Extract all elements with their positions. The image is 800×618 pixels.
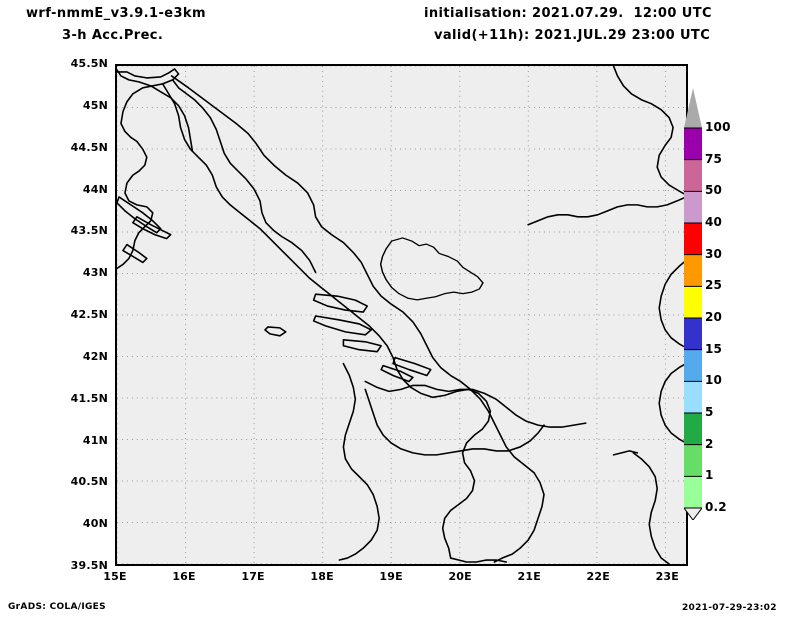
colorbar-tick-label: 40 <box>705 215 723 229</box>
colorbar-band <box>684 381 702 414</box>
colorbar-band <box>684 349 702 382</box>
x-axis-tick-label: 23E <box>655 570 679 583</box>
coastline-and-border-paths <box>117 66 686 564</box>
y-axis-tick-label: 42N <box>82 349 108 363</box>
x-axis-tick-label: 19E <box>379 570 403 583</box>
colorbar-band <box>684 444 702 477</box>
colorbar-tick-label: 0.2 <box>705 500 727 514</box>
colorbar-band <box>684 223 702 256</box>
field-title: 3-h Acc.Prec. <box>62 28 164 43</box>
colorbar-over-arrow <box>684 88 702 128</box>
y-axis-tick-label: 45N <box>82 98 108 112</box>
colorbar-band <box>684 254 702 287</box>
colorbar-tick-label: 1 <box>705 468 714 483</box>
y-axis-tick-label: 40N <box>82 517 108 531</box>
colorbar-tick-label: 75 <box>705 151 723 166</box>
colorbar-tick-label: 25 <box>705 278 723 293</box>
colorbar-tick-label: 30 <box>705 246 723 261</box>
map-gridlines <box>117 66 686 564</box>
x-axis-tick-label: 20E <box>448 570 472 583</box>
y-axis-tick-label: 44N <box>82 182 108 196</box>
x-axis-tick-label: 17E <box>241 570 265 583</box>
colorbar-under-arrow <box>684 507 702 520</box>
colorbar-labels: 100 75 50 40 30 25 20 15 10 5 2 1 0.2 <box>705 0 765 618</box>
colorbar-tick-label: 50 <box>705 183 723 198</box>
y-axis-tick-label: 44.5N <box>70 140 108 154</box>
colorbar-band <box>684 159 702 192</box>
x-axis-tick-label: 21E <box>517 570 541 583</box>
colorbar-band <box>684 476 702 509</box>
colorbar <box>684 88 702 520</box>
colorbar-band <box>684 191 702 224</box>
map-plot-area <box>115 64 688 566</box>
initialisation-time: initialisation: 2021.07.29. 12:00 UTC <box>424 6 712 21</box>
x-axis-tick-label: 22E <box>586 570 610 583</box>
colorbar-band <box>684 413 702 446</box>
y-axis-tick-label: 45.5N <box>70 57 108 70</box>
y-axis-tick-label: 41N <box>82 433 108 447</box>
map-canvas <box>117 66 686 564</box>
x-axis-tick-label: 18E <box>310 570 334 583</box>
y-axis-tick-label: 43N <box>82 266 108 280</box>
colorbar-tick-label: 15 <box>705 341 723 356</box>
footer-timestamp: 2021-07-29-23:02 <box>682 603 777 613</box>
x-axis-tick-label: 16E <box>172 570 196 583</box>
colorbar-tick-label: 10 <box>705 373 723 388</box>
footer-attribution: GrADS: COLA/IGES <box>8 602 106 612</box>
y-axis-tick-label: 42.5N <box>70 308 108 321</box>
y-axis-tick-label: 40.5N <box>70 475 108 489</box>
colorbar-tick-label: 2 <box>705 436 714 451</box>
y-axis-tick-label: 41.5N <box>70 391 108 405</box>
colorbar-band <box>684 128 702 161</box>
colorbar-swatches <box>684 88 702 520</box>
colorbar-tick-label: 20 <box>705 310 723 324</box>
valid-time: valid(+11h): 2021.JUL.29 23:00 UTC <box>434 28 711 43</box>
y-axis-tick-label: 43.5N <box>70 224 108 238</box>
y-axis-tick-label: 39.5N <box>70 559 108 572</box>
x-axis-tick-label: 15E <box>103 570 127 583</box>
colorbar-tick-label: 5 <box>705 405 714 419</box>
model-title: wrf-nmmE_v3.9.1-e3km <box>26 6 206 21</box>
y-axis-labels: 39.5N 40N 40.5N 41N 41.5N 42N 42.5N 43N 43.5N 44N… <box>0 0 108 618</box>
colorbar-tick-label: 100 <box>705 120 731 134</box>
colorbar-band <box>684 286 702 319</box>
x-axis-labels: 15E 16E 17E 18E 19E 20E 21E 22E 23E <box>0 570 800 590</box>
colorbar-band <box>684 318 702 351</box>
